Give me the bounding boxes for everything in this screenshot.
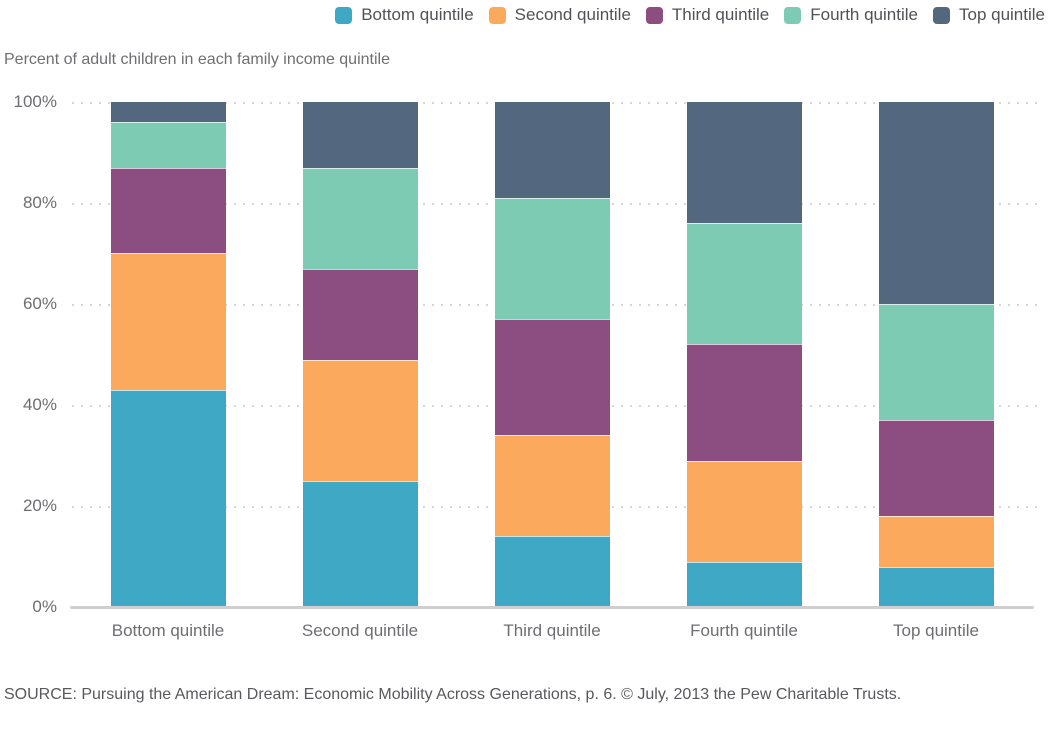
bar-segment (878, 102, 994, 304)
x-axis-line (70, 606, 1034, 609)
legend-swatch-icon (488, 6, 506, 24)
y-tick-label: 0% (32, 597, 57, 616)
legend-item: Bottom quintile (335, 5, 474, 25)
bar-segment (686, 223, 802, 345)
bar-segment (302, 167, 418, 269)
source-note: SOURCE: Pursuing the American Dream: Eco… (4, 686, 902, 703)
bar-segment (494, 435, 610, 537)
legend-item: Top quintile (932, 5, 1045, 25)
x-tick-label: Fourth quintile (690, 621, 798, 640)
bar-segment (686, 460, 802, 562)
legend-label: Second quintile (514, 5, 631, 24)
bar-segment (110, 389, 226, 607)
stacked-bar-third-quintile (494, 102, 610, 607)
stacked-bar-top-quintile (878, 102, 994, 607)
y-tick-label: 100% (13, 92, 57, 111)
bar-segment (494, 536, 610, 607)
legend-label: Top quintile (958, 5, 1045, 24)
x-tick-label: Bottom quintile (111, 621, 225, 640)
stacked-bar-second-quintile (302, 102, 418, 607)
stacked-bar-fourth-quintile (686, 102, 802, 607)
bar-segment (686, 102, 802, 224)
legend-label: Third quintile (671, 5, 770, 24)
bar-segment (494, 102, 610, 198)
bar-segment (494, 197, 610, 320)
bar-segment (686, 561, 802, 607)
y-tick-label: 80% (22, 193, 57, 212)
plot-area (70, 102, 1040, 609)
bar-segment (878, 566, 994, 607)
bar-segment (110, 102, 226, 123)
bar-slot (840, 102, 1032, 607)
legend-item: Second quintile (488, 5, 631, 25)
y-tick-label: 20% (22, 496, 57, 515)
legend-item: Third quintile (645, 5, 770, 25)
bar-segment (686, 344, 802, 461)
x-tick-label: Second quintile (301, 621, 419, 640)
legend-swatch-icon (335, 6, 353, 24)
bar-segment (494, 319, 610, 436)
bar-slot (648, 102, 840, 607)
x-tick-label: Third quintile (503, 621, 601, 640)
bar-segment (110, 167, 226, 254)
x-axis: Bottom quintile Second quintile Third quin… (72, 621, 1032, 641)
chart-legend: Bottom quintile Second quintile Third quin… (0, 5, 1045, 25)
bar-segment (878, 420, 994, 517)
y-tick-label: 40% (22, 395, 57, 414)
legend-swatch-icon (932, 6, 950, 24)
legend-label: Bottom quintile (361, 5, 474, 24)
bar-segment (878, 304, 994, 421)
bar-slot (72, 102, 264, 607)
legend-label: Fourth quintile (810, 5, 918, 24)
bar-slot (264, 102, 456, 607)
legend-item: Fourth quintile (784, 5, 918, 25)
legend-swatch-icon (784, 6, 802, 24)
bar-segment (878, 516, 994, 567)
legend-swatch-icon (645, 6, 663, 24)
bars (72, 102, 1032, 607)
bar-segment (110, 253, 226, 390)
bar-segment (302, 268, 418, 360)
bar-segment (110, 122, 226, 168)
bar-segment (302, 102, 418, 168)
stacked-bar-bottom-quintile (110, 102, 226, 607)
bar-segment (302, 480, 418, 607)
x-tick-label: Top quintile (892, 621, 979, 640)
bar-segment (302, 359, 418, 481)
chart-subtitle: Percent of adult children in each family… (4, 51, 390, 68)
y-tick-label: 60% (22, 294, 57, 313)
bar-slot (456, 102, 648, 607)
